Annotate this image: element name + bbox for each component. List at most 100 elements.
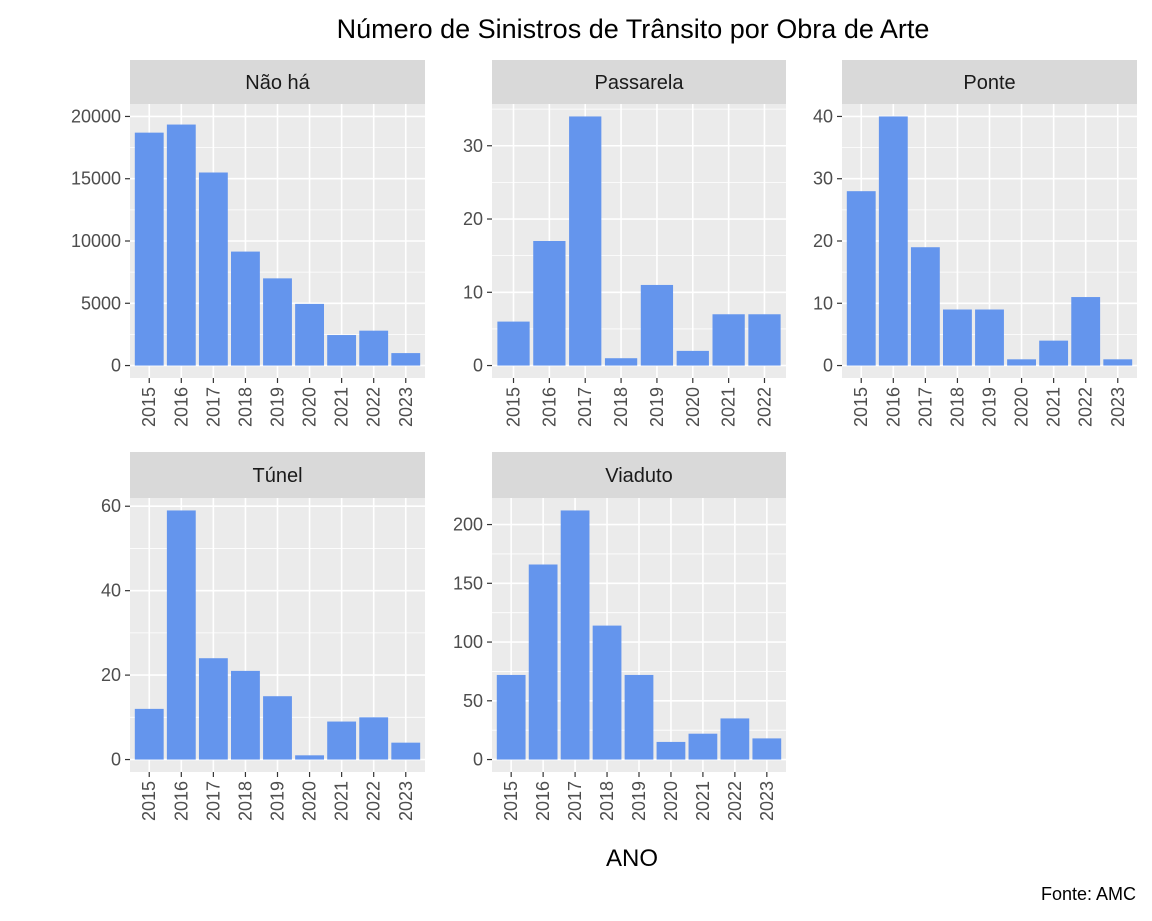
y-tick-label: 20 (813, 231, 833, 251)
bar-2016 (533, 241, 566, 366)
x-tick-label: 2018 (611, 387, 631, 427)
bar-2015 (134, 132, 164, 366)
facet-panel: Viaduto 0 50 100 150 200 2015 2016 2017 2018 2019 2… (453, 452, 786, 821)
bar-2023 (391, 742, 421, 760)
x-tick-label: 2019 (980, 387, 1000, 427)
x-tick-label: 2020 (683, 387, 703, 427)
y-tick-label: 15000 (71, 169, 121, 189)
bar-2021 (712, 314, 745, 366)
bar-2019 (975, 309, 1004, 366)
y-tick-label: 40 (101, 581, 121, 601)
y-tick-label: 60 (101, 496, 121, 516)
bar-2022 (720, 718, 750, 760)
bar-2017 (198, 658, 228, 760)
bar-2023 (391, 353, 421, 366)
facet-panel: Não há 0 5000 10000 15000 20000 2015 2016 2017 20… (71, 60, 425, 427)
y-tick-label: 0 (111, 750, 121, 770)
x-tick-label: 2015 (501, 781, 521, 821)
bar-2022 (359, 330, 389, 366)
y-tick-label: 100 (453, 632, 483, 652)
x-tick-label: 2022 (364, 387, 384, 427)
facet-panel: Passarela 0 10 20 30 2015 2016 2017 2018 2019 2020… (463, 60, 786, 427)
x-tick-label: 2023 (757, 781, 777, 821)
bar-2022 (748, 314, 781, 366)
bar-2018 (231, 251, 260, 366)
bar-2023 (752, 738, 782, 760)
x-tick-label: 2016 (883, 387, 903, 427)
bar-2020 (656, 741, 686, 760)
x-tick-label: 2017 (575, 387, 595, 427)
x-tick-label: 2021 (719, 387, 739, 427)
x-tick-label: 2015 (139, 387, 159, 427)
y-tick-label: 0 (823, 356, 833, 376)
x-tick-label: 2019 (268, 387, 288, 427)
x-tick-label: 2018 (597, 781, 617, 821)
y-tick-label: 0 (111, 356, 121, 376)
x-tick-label: 2015 (504, 387, 524, 427)
y-tick-label: 40 (813, 106, 833, 126)
x-tick-label: 2021 (332, 387, 352, 427)
x-tick-label: 2019 (629, 781, 649, 821)
y-tick-label: 10000 (71, 231, 121, 251)
x-tick-label: 2017 (565, 781, 585, 821)
facet-strip (492, 452, 786, 498)
y-tick-label: 200 (453, 515, 483, 535)
x-tick-label: 2022 (364, 781, 384, 821)
bar-2017 (198, 172, 228, 366)
y-tick-label: 10 (463, 282, 483, 302)
chart-title: Número de Sinistros de Trânsito por Obra… (337, 14, 930, 44)
x-tick-label: 2018 (235, 387, 255, 427)
x-tick-label: 2016 (171, 387, 191, 427)
facet-strip-label: Túnel (252, 465, 302, 487)
x-tick-label: 2017 (203, 781, 223, 821)
bar-2017 (569, 116, 602, 366)
x-tick-label: 2019 (268, 781, 288, 821)
facet-panel: Túnel 0 20 40 60 2015 2016 2017 2018 2019 2020 2021… (101, 452, 425, 821)
x-tick-label: 2023 (396, 387, 416, 427)
x-tick-label: 2017 (203, 387, 223, 427)
y-tick-label: 0 (473, 750, 483, 770)
x-tick-label: 2016 (533, 781, 553, 821)
x-tick-label: 2015 (139, 781, 159, 821)
bar-2015 (496, 674, 526, 760)
x-tick-label: 2021 (332, 781, 352, 821)
facet-strip (130, 452, 425, 498)
bar-2021 (1039, 340, 1069, 366)
x-tick-label: 2019 (647, 387, 667, 427)
bar-2021 (688, 733, 718, 760)
bar-2022 (1071, 297, 1101, 366)
y-tick-label: 20000 (71, 106, 121, 126)
bar-2016 (878, 116, 908, 366)
facet-strip (492, 60, 786, 104)
bar-2019 (624, 674, 654, 760)
x-tick-label: 2020 (661, 781, 681, 821)
bar-2017 (910, 247, 940, 366)
y-tick-label: 10 (813, 293, 833, 313)
bar-2016 (528, 564, 558, 760)
bar-2018 (231, 670, 260, 760)
facet-strip-label: Viaduto (605, 465, 672, 487)
bar-2015 (846, 191, 876, 366)
facet-strip (842, 60, 1137, 104)
bar-2020 (1007, 359, 1036, 366)
bar-2019 (640, 284, 674, 366)
bar-2019 (263, 278, 292, 366)
y-tick-label: 30 (463, 136, 483, 156)
facet-strip (130, 60, 425, 104)
x-tick-label: 2020 (1012, 387, 1032, 427)
bar-2015 (497, 321, 530, 366)
bar-2023 (1103, 359, 1133, 366)
bar-2021 (327, 721, 357, 760)
facet-panel: Ponte 0 10 20 30 40 2015 2016 2017 2018 2019 2020 20… (813, 60, 1137, 427)
y-tick-label: 30 (813, 169, 833, 189)
y-tick-label: 0 (473, 356, 483, 376)
bar-2019 (263, 696, 292, 760)
x-axis-title: ANO (606, 845, 658, 872)
bar-2016 (166, 510, 196, 760)
bar-2022 (359, 717, 389, 760)
bar-2021 (327, 335, 357, 366)
x-tick-label: 2023 (1108, 387, 1128, 427)
x-tick-label: 2018 (947, 387, 967, 427)
x-tick-label: 2015 (851, 387, 871, 427)
